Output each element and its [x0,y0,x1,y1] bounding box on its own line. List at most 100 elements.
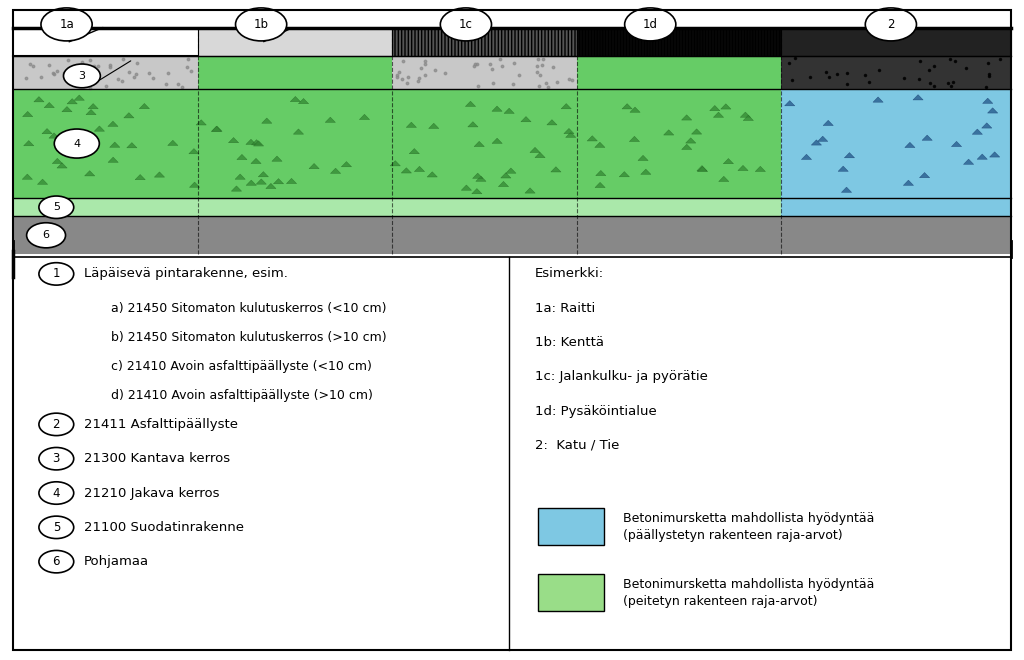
Polygon shape [630,107,640,112]
Bar [781,89,1011,198]
Polygon shape [922,135,932,141]
Text: 21210 Jakava kerros: 21210 Jakava kerros [84,486,219,500]
Text: 2: 2 [52,418,60,431]
Polygon shape [587,136,597,141]
Circle shape [440,8,492,41]
Polygon shape [298,98,308,104]
Polygon shape [271,156,282,161]
Polygon shape [630,136,640,141]
Polygon shape [964,159,974,164]
Polygon shape [529,147,540,152]
Polygon shape [756,166,766,172]
Bar [538,574,604,611]
Polygon shape [251,158,261,164]
Polygon shape [211,126,221,131]
Polygon shape [38,179,48,184]
Polygon shape [139,104,150,109]
Circle shape [625,8,676,41]
Polygon shape [983,98,993,104]
Text: 1d: Pysäköintialue: 1d: Pysäköintialue [535,405,656,418]
Polygon shape [920,172,930,178]
Polygon shape [682,115,692,120]
Polygon shape [468,121,478,127]
Text: 2:  Katu / Tie: 2: Katu / Tie [535,439,618,452]
Circle shape [41,8,92,41]
Polygon shape [110,142,120,147]
Text: Esimerkki:: Esimerkki: [535,267,604,280]
Polygon shape [551,167,561,172]
Polygon shape [49,133,59,138]
Polygon shape [743,115,754,121]
Circle shape [63,64,100,88]
Polygon shape [309,164,319,169]
Polygon shape [697,166,708,172]
Polygon shape [738,165,749,170]
Polygon shape [989,152,999,157]
Polygon shape [42,129,52,134]
Polygon shape [67,98,77,104]
Polygon shape [564,129,574,134]
Text: 5: 5 [53,202,59,213]
Text: 2: 2 [887,18,895,31]
Polygon shape [196,119,206,125]
Polygon shape [710,106,720,111]
Polygon shape [155,172,165,177]
Polygon shape [691,129,701,134]
Polygon shape [565,132,575,137]
Polygon shape [168,140,178,145]
Text: 1c: Jalankulku- ja pyörätie: 1c: Jalankulku- ja pyörätie [535,370,708,383]
Polygon shape [266,183,276,189]
Polygon shape [273,179,284,184]
Text: 1d: 1d [643,18,657,31]
Polygon shape [903,180,913,185]
Polygon shape [595,182,605,187]
Polygon shape [472,189,482,194]
Text: a) 21450 Sitomaton kulutuskerros (<10 cm): a) 21450 Sitomaton kulutuskerros (<10 cm… [111,302,386,315]
Polygon shape [231,186,242,191]
Polygon shape [501,173,511,178]
Text: d) 21410 Avoin asfalttipäällyste (>10 cm): d) 21410 Avoin asfalttipäällyste (>10 cm… [111,389,373,402]
Polygon shape [429,123,439,129]
Polygon shape [109,157,119,162]
Polygon shape [723,158,733,164]
Polygon shape [427,172,437,177]
Bar [781,198,1011,216]
Text: 6: 6 [52,555,60,568]
Polygon shape [535,152,545,158]
Bar [198,56,392,89]
Polygon shape [499,182,509,187]
Polygon shape [561,104,571,109]
Text: c) 21410 Avoin asfalttipäällyste (<10 cm): c) 21410 Avoin asfalttipäällyste (<10 cm… [111,360,372,373]
Circle shape [236,8,287,41]
Polygon shape [359,114,370,119]
Polygon shape [57,163,68,168]
Polygon shape [293,129,303,134]
Polygon shape [61,106,72,112]
Text: (päällystetyn rakenteen raja-arvot): (päällystetyn rakenteen raja-arvot) [623,529,842,542]
Bar [538,508,604,544]
Polygon shape [525,188,536,193]
Polygon shape [74,95,84,100]
Polygon shape [802,154,812,160]
Polygon shape [982,123,992,128]
Polygon shape [410,148,420,154]
Polygon shape [256,179,266,184]
Circle shape [39,447,74,470]
Polygon shape [94,126,104,131]
Text: 1b: 1b [254,18,268,31]
Polygon shape [407,122,417,127]
Polygon shape [721,104,731,109]
Circle shape [39,550,74,573]
Text: Betonimursketta mahdollista hyödyntää: Betonimursketta mahdollista hyödyntää [623,578,873,591]
Polygon shape [341,162,351,167]
Polygon shape [258,172,268,177]
Polygon shape [108,121,118,127]
Circle shape [39,482,74,504]
Bar [577,28,781,56]
Polygon shape [838,166,848,172]
Polygon shape [290,96,300,102]
Polygon shape [236,174,246,180]
Polygon shape [872,97,883,102]
Polygon shape [811,140,821,145]
Polygon shape [913,94,924,100]
